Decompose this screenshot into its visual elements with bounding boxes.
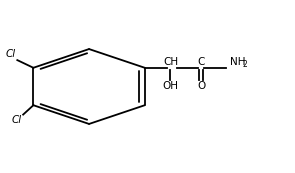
Text: NH: NH (230, 57, 246, 67)
Text: C: C (197, 57, 205, 67)
Text: CH: CH (163, 57, 178, 67)
Text: OH: OH (163, 81, 178, 91)
Text: Cl: Cl (6, 49, 16, 59)
Text: O: O (197, 81, 205, 91)
Text: 2: 2 (242, 60, 248, 69)
Text: Cl: Cl (12, 115, 22, 125)
